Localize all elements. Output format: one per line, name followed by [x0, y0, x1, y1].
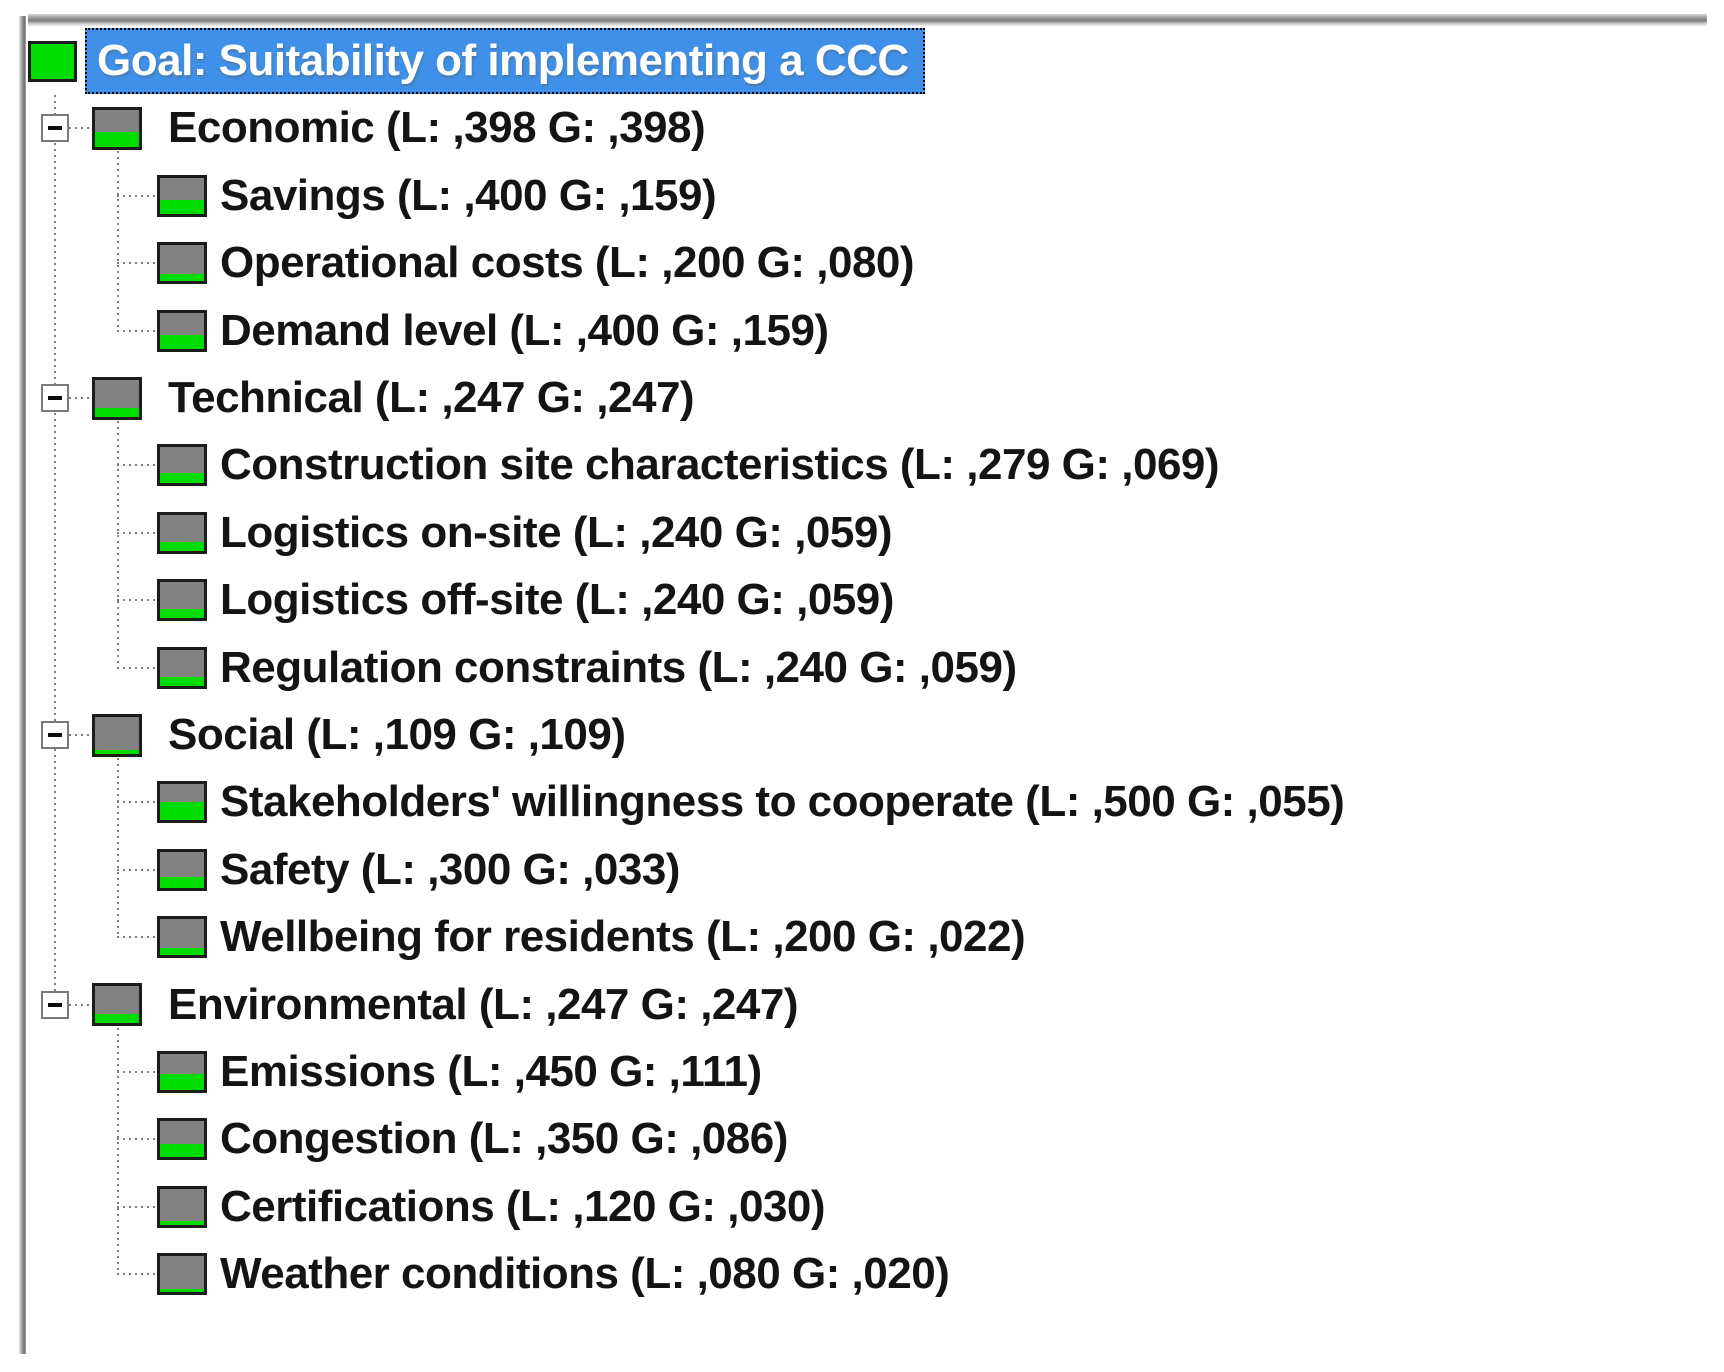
- tree-node-label[interactable]: Economic (L: ,398 G: ,398): [168, 103, 706, 153]
- priority-fill: [160, 274, 204, 282]
- tree-connector-line: [117, 531, 157, 534]
- tree-root-connector-line: [54, 95, 56, 1005]
- priority-fill: [160, 473, 204, 484]
- priority-bar-icon[interactable]: [157, 174, 207, 217]
- priority-fill: [95, 131, 139, 147]
- tree-connector-line: [69, 734, 92, 736]
- tree-connector-line: [69, 127, 92, 130]
- tree-node-label[interactable]: Demand level (L: ,400 G: ,159): [220, 305, 829, 355]
- tree-connector-line: [117, 868, 157, 871]
- tree-connector-line: [117, 1273, 157, 1276]
- expand-toggle-minus[interactable]: [41, 114, 69, 143]
- priority-fill: [160, 1220, 204, 1225]
- tree-connector-line: [117, 936, 157, 939]
- priority-bar-icon[interactable]: [157, 1051, 207, 1093]
- priority-fill: [95, 1014, 139, 1024]
- tree-connector-line: [117, 599, 157, 602]
- priority-bar-icon[interactable]: [92, 713, 142, 757]
- selected-node-label[interactable]: Goal: Suitability of implementing a CCC: [85, 28, 925, 94]
- priority-bar-icon[interactable]: [157, 511, 207, 554]
- priority-bar-icon[interactable]: [157, 1253, 207, 1296]
- priority-fill: [160, 1289, 204, 1293]
- priority-fill: [160, 948, 204, 956]
- tree-node-label[interactable]: Savings (L: ,400 G: ,159): [220, 170, 717, 220]
- minus-icon: [48, 733, 62, 737]
- tree-connector-line: [117, 801, 157, 804]
- tree-branch-connector-line: [117, 1027, 119, 1275]
- priority-bar-icon[interactable]: [157, 242, 207, 285]
- priority-bar-icon[interactable]: [157, 1118, 207, 1161]
- priority-fill: [160, 541, 204, 551]
- panel-top-border: [28, 14, 1707, 26]
- minus-icon: [48, 396, 62, 400]
- tree-branch-connector-line: [117, 421, 119, 668]
- tree-connector-line: [117, 464, 157, 467]
- minus-icon: [48, 126, 62, 131]
- tree-node-label[interactable]: Certifications (L: ,120 G: ,030): [220, 1181, 826, 1231]
- priority-bar-icon[interactable]: [92, 376, 142, 420]
- tree-node-label[interactable]: Construction site characteristics (L: ,2…: [220, 440, 1220, 490]
- minus-icon: [48, 1002, 62, 1007]
- priority-bar-icon[interactable]: [157, 646, 207, 689]
- priority-bar-icon[interactable]: [157, 848, 207, 891]
- priority-bar-icon[interactable]: [157, 1185, 207, 1228]
- tree-branch-connector-line: [117, 151, 119, 331]
- expand-toggle-minus[interactable]: [41, 384, 69, 412]
- tree-node-label[interactable]: Congestion (L: ,350 G: ,086): [220, 1114, 788, 1164]
- priority-fill: [160, 1144, 204, 1158]
- tree-node-label[interactable]: Operational costs (L: ,200 G: ,080): [220, 238, 915, 288]
- tree-node-label[interactable]: Emissions (L: ,450 G: ,111): [220, 1047, 762, 1096]
- priority-bar-icon[interactable]: [92, 983, 142, 1027]
- tree-node-label[interactable]: Logistics off-site (L: ,240 G: ,059): [220, 575, 894, 625]
- priority-bar-icon[interactable]: [28, 40, 77, 82]
- priority-fill: [95, 749, 139, 754]
- priority-bar-icon[interactable]: [92, 106, 142, 150]
- tree-connector-line: [117, 194, 157, 197]
- priority-fill: [160, 802, 204, 821]
- priority-fill: [160, 199, 204, 214]
- priority-fill: [160, 609, 204, 619]
- tree-node-label[interactable]: Technical (L: ,247 G: ,247): [168, 373, 695, 422]
- priority-bar-icon[interactable]: [157, 579, 207, 622]
- expand-toggle-minus[interactable]: [41, 990, 69, 1019]
- tree-node-label[interactable]: Stakeholders' willingness to cooperate (…: [220, 777, 1345, 827]
- tree-node-label[interactable]: Logistics on-site (L: ,240 G: ,059): [220, 507, 892, 557]
- tree-node-label[interactable]: Regulation constraints (L: ,240 G: ,059): [220, 642, 1017, 692]
- tree-node-label[interactable]: Social (L: ,109 G: ,109): [168, 710, 626, 759]
- tree-branch-connector-line: [117, 758, 119, 938]
- tree-node-label[interactable]: Safety (L: ,300 G: ,033): [220, 844, 680, 894]
- priority-bar-icon[interactable]: [157, 444, 207, 487]
- priority-fill: [95, 407, 139, 417]
- priority-fill: [160, 334, 204, 349]
- priority-fill: [160, 876, 204, 888]
- tree-node-label[interactable]: Wellbeing for residents (L: ,200 G: ,022…: [220, 912, 1026, 962]
- panel-left-border: [19, 16, 26, 1354]
- priority-fill: [31, 43, 74, 79]
- tree-connector-line: [69, 1003, 92, 1006]
- expand-toggle-minus[interactable]: [41, 721, 69, 749]
- tree-connector-line: [117, 666, 157, 669]
- priority-fill: [160, 676, 204, 686]
- tree-connector-line: [117, 1071, 157, 1073]
- priority-fill: [160, 1074, 204, 1090]
- priority-bar-icon[interactable]: [157, 781, 207, 824]
- priority-bar-icon[interactable]: [157, 916, 207, 959]
- tree-connector-line: [117, 262, 157, 265]
- tree-connector-line: [117, 329, 157, 332]
- tree-connector-line: [69, 397, 92, 399]
- tree-node-label[interactable]: Weather conditions (L: ,080 G: ,020): [220, 1249, 950, 1299]
- tree-connector-line: [117, 1138, 157, 1141]
- priority-bar-icon[interactable]: [157, 309, 207, 352]
- tree-node-label[interactable]: Environmental (L: ,247 G: ,247): [168, 979, 799, 1029]
- tree-connector-line: [117, 1205, 157, 1208]
